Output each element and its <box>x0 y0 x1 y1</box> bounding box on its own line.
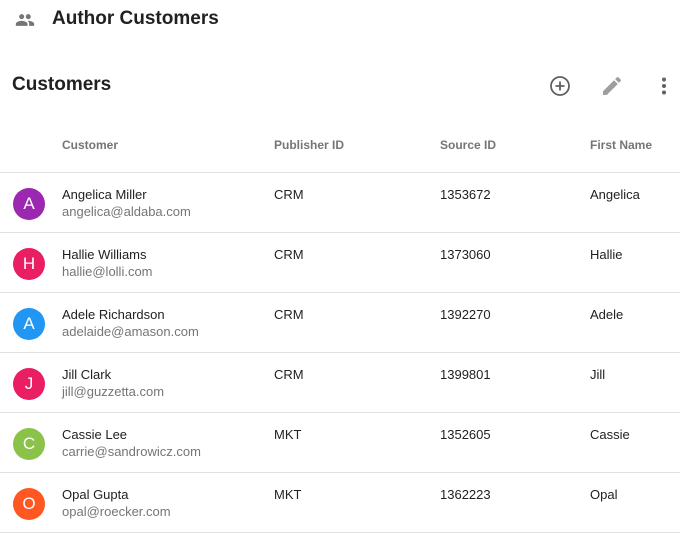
app-title: Author Customers <box>52 8 219 29</box>
publisher-id-cell: MKT <box>274 427 302 442</box>
customer-email: carrie@sandrowicz.com <box>62 444 201 459</box>
avatar: A <box>13 188 45 220</box>
column-header-first-name[interactable]: First Name <box>590 138 653 152</box>
publisher-id-cell: MKT <box>274 487 302 502</box>
publisher-id-cell: CRM <box>274 247 304 262</box>
add-circle-icon <box>550 76 570 96</box>
column-header-customer[interactable]: Customer <box>62 138 119 152</box>
avatar: H <box>13 248 45 280</box>
add-button[interactable] <box>546 72 574 100</box>
customer-name: Adele Richardson <box>62 307 165 322</box>
first-name-cell: Angelica <box>590 187 640 202</box>
section-title: Customers <box>12 74 112 95</box>
table-row[interactable]: A Adele Richardson adelaide@amason.com C… <box>0 293 680 353</box>
source-id-cell: 1352605 <box>440 427 491 442</box>
customer-email: hallie@lolli.com <box>62 264 153 279</box>
table-row[interactable]: A Angelica Miller angelica@aldaba.com CR… <box>0 173 680 233</box>
customer-name: Hallie Williams <box>62 247 147 262</box>
avatar: A <box>13 308 45 340</box>
customer-name: Opal Gupta <box>62 487 129 502</box>
publisher-id-cell: CRM <box>274 187 304 202</box>
source-id-cell: 1399801 <box>440 367 491 382</box>
column-header-publisher-id[interactable]: Publisher ID <box>274 138 345 152</box>
table-row[interactable]: H Hallie Williams hallie@lolli.com CRM 1… <box>0 233 680 293</box>
source-id-cell: 1362223 <box>440 487 491 502</box>
customer-email: jill@guzzetta.com <box>62 384 165 399</box>
edit-button[interactable] <box>598 72 626 100</box>
publisher-id-cell: CRM <box>274 307 304 322</box>
avatar: J <box>13 368 45 400</box>
table-row[interactable]: O Opal Gupta opal@roecker.com MKT 136222… <box>0 473 680 533</box>
more-options-button[interactable] <box>650 72 678 100</box>
table-header: Customer Publisher ID Source ID First Na… <box>0 124 680 173</box>
customer-email: adelaide@amason.com <box>62 324 199 339</box>
first-name-cell: Cassie <box>590 427 630 442</box>
customer-email: angelica@aldaba.com <box>62 204 191 219</box>
customer-name: Cassie Lee <box>62 427 128 442</box>
first-name-cell: Opal <box>590 487 618 502</box>
app-header: Author Customers <box>0 0 680 42</box>
column-header-source-id[interactable]: Source ID <box>440 138 497 152</box>
customers-table: Customer Publisher ID Source ID First Na… <box>0 124 680 533</box>
more-vert-icon <box>662 77 666 95</box>
avatar: C <box>13 428 45 460</box>
table-row[interactable]: J Jill Clark jill@guzzetta.com CRM 13998… <box>0 353 680 413</box>
publisher-id-cell: CRM <box>274 367 304 382</box>
avatar: O <box>13 488 45 520</box>
source-id-cell: 1353672 <box>440 187 491 202</box>
customer-name: Angelica Miller <box>62 187 147 202</box>
first-name-cell: Adele <box>590 307 624 322</box>
pencil-icon <box>603 76 622 95</box>
table-toolbar: Customers <box>0 66 680 106</box>
source-id-cell: 1392270 <box>440 307 491 322</box>
table-row[interactable]: C Cassie Lee carrie@sandrowicz.com MKT 1… <box>0 413 680 473</box>
customer-email: opal@roecker.com <box>62 504 171 519</box>
customer-name: Jill Clark <box>62 367 112 382</box>
source-id-cell: 1373060 <box>440 247 491 262</box>
first-name-cell: Hallie <box>590 247 623 262</box>
first-name-cell: Jill <box>590 367 606 382</box>
people-icon <box>15 14 35 26</box>
